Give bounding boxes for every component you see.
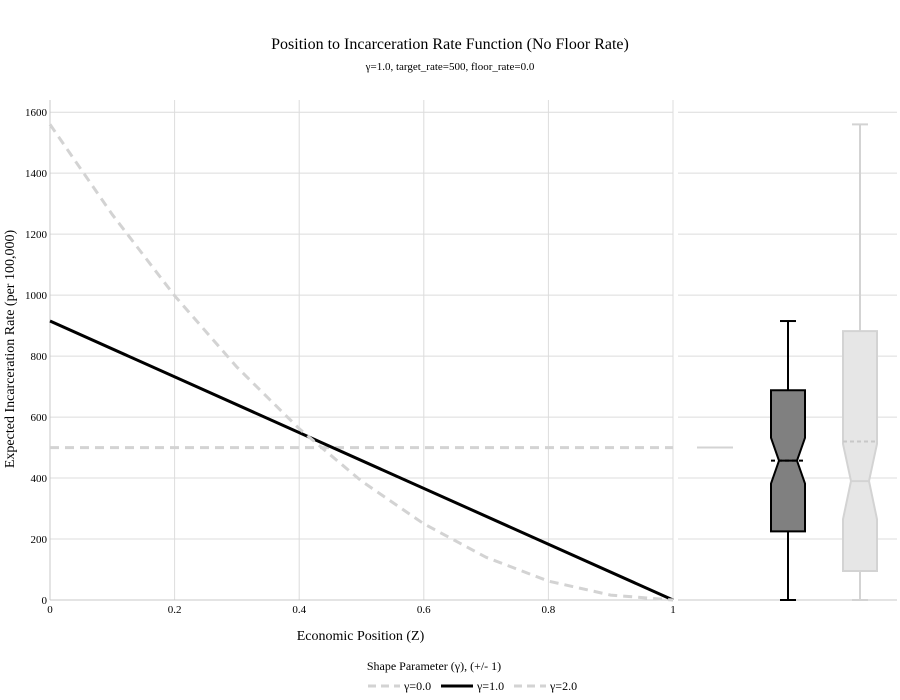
x-tick-label: 0.2 (168, 604, 182, 616)
x-tick-label: 1 (670, 604, 676, 616)
y-tick-label: 400 (31, 473, 48, 485)
x-axis-label: Economic Position (Z) (297, 629, 425, 644)
y-tick-label: 200 (31, 534, 48, 546)
grid-layer (49, 100, 897, 601)
y-tick-label: 1600 (25, 107, 48, 119)
chart-subtitle: γ=1.0, target_rate=500, floor_rate=0.0 (365, 61, 535, 73)
marginal-boxplot-layer (697, 123, 878, 601)
y-tick-label: 1400 (25, 168, 48, 180)
legend-layer: Shape Parameter (γ), (+/- 1) γ=0.0 γ=1.0 γ=… (367, 659, 577, 693)
y-tick-label: 0 (42, 595, 48, 607)
chart-title: Position to Incarceration Rate Function … (271, 36, 629, 53)
series-line (49, 319, 674, 602)
y-axis-label: Expected Incarceration Rate (per 100,000… (3, 230, 18, 469)
legend-label: γ=2.0 (549, 679, 577, 693)
axis-layer: 0 200 400 600 800 1000 1200 1400 1600 0 0.2 0.4 0.6 0… (3, 100, 897, 644)
series-layer (48, 123, 674, 602)
y-tick-label: 600 (31, 412, 48, 424)
legend-label: γ=0.0 (403, 679, 431, 693)
x-tick-label: 0.4 (292, 604, 306, 616)
boxplot-box (842, 330, 878, 573)
legend-label: γ=1.0 (476, 679, 504, 693)
x-tick-label: 0.6 (417, 604, 431, 616)
x-tick-label: 0.8 (542, 604, 556, 616)
x-tick-label: 0 (47, 604, 53, 616)
y-tick-label: 1000 (25, 290, 48, 302)
y-tick-label: 800 (31, 351, 48, 363)
series-line (48, 123, 674, 602)
y-tick-label: 1200 (25, 229, 48, 241)
legend-title: Shape Parameter (γ), (+/- 1) (367, 659, 501, 673)
